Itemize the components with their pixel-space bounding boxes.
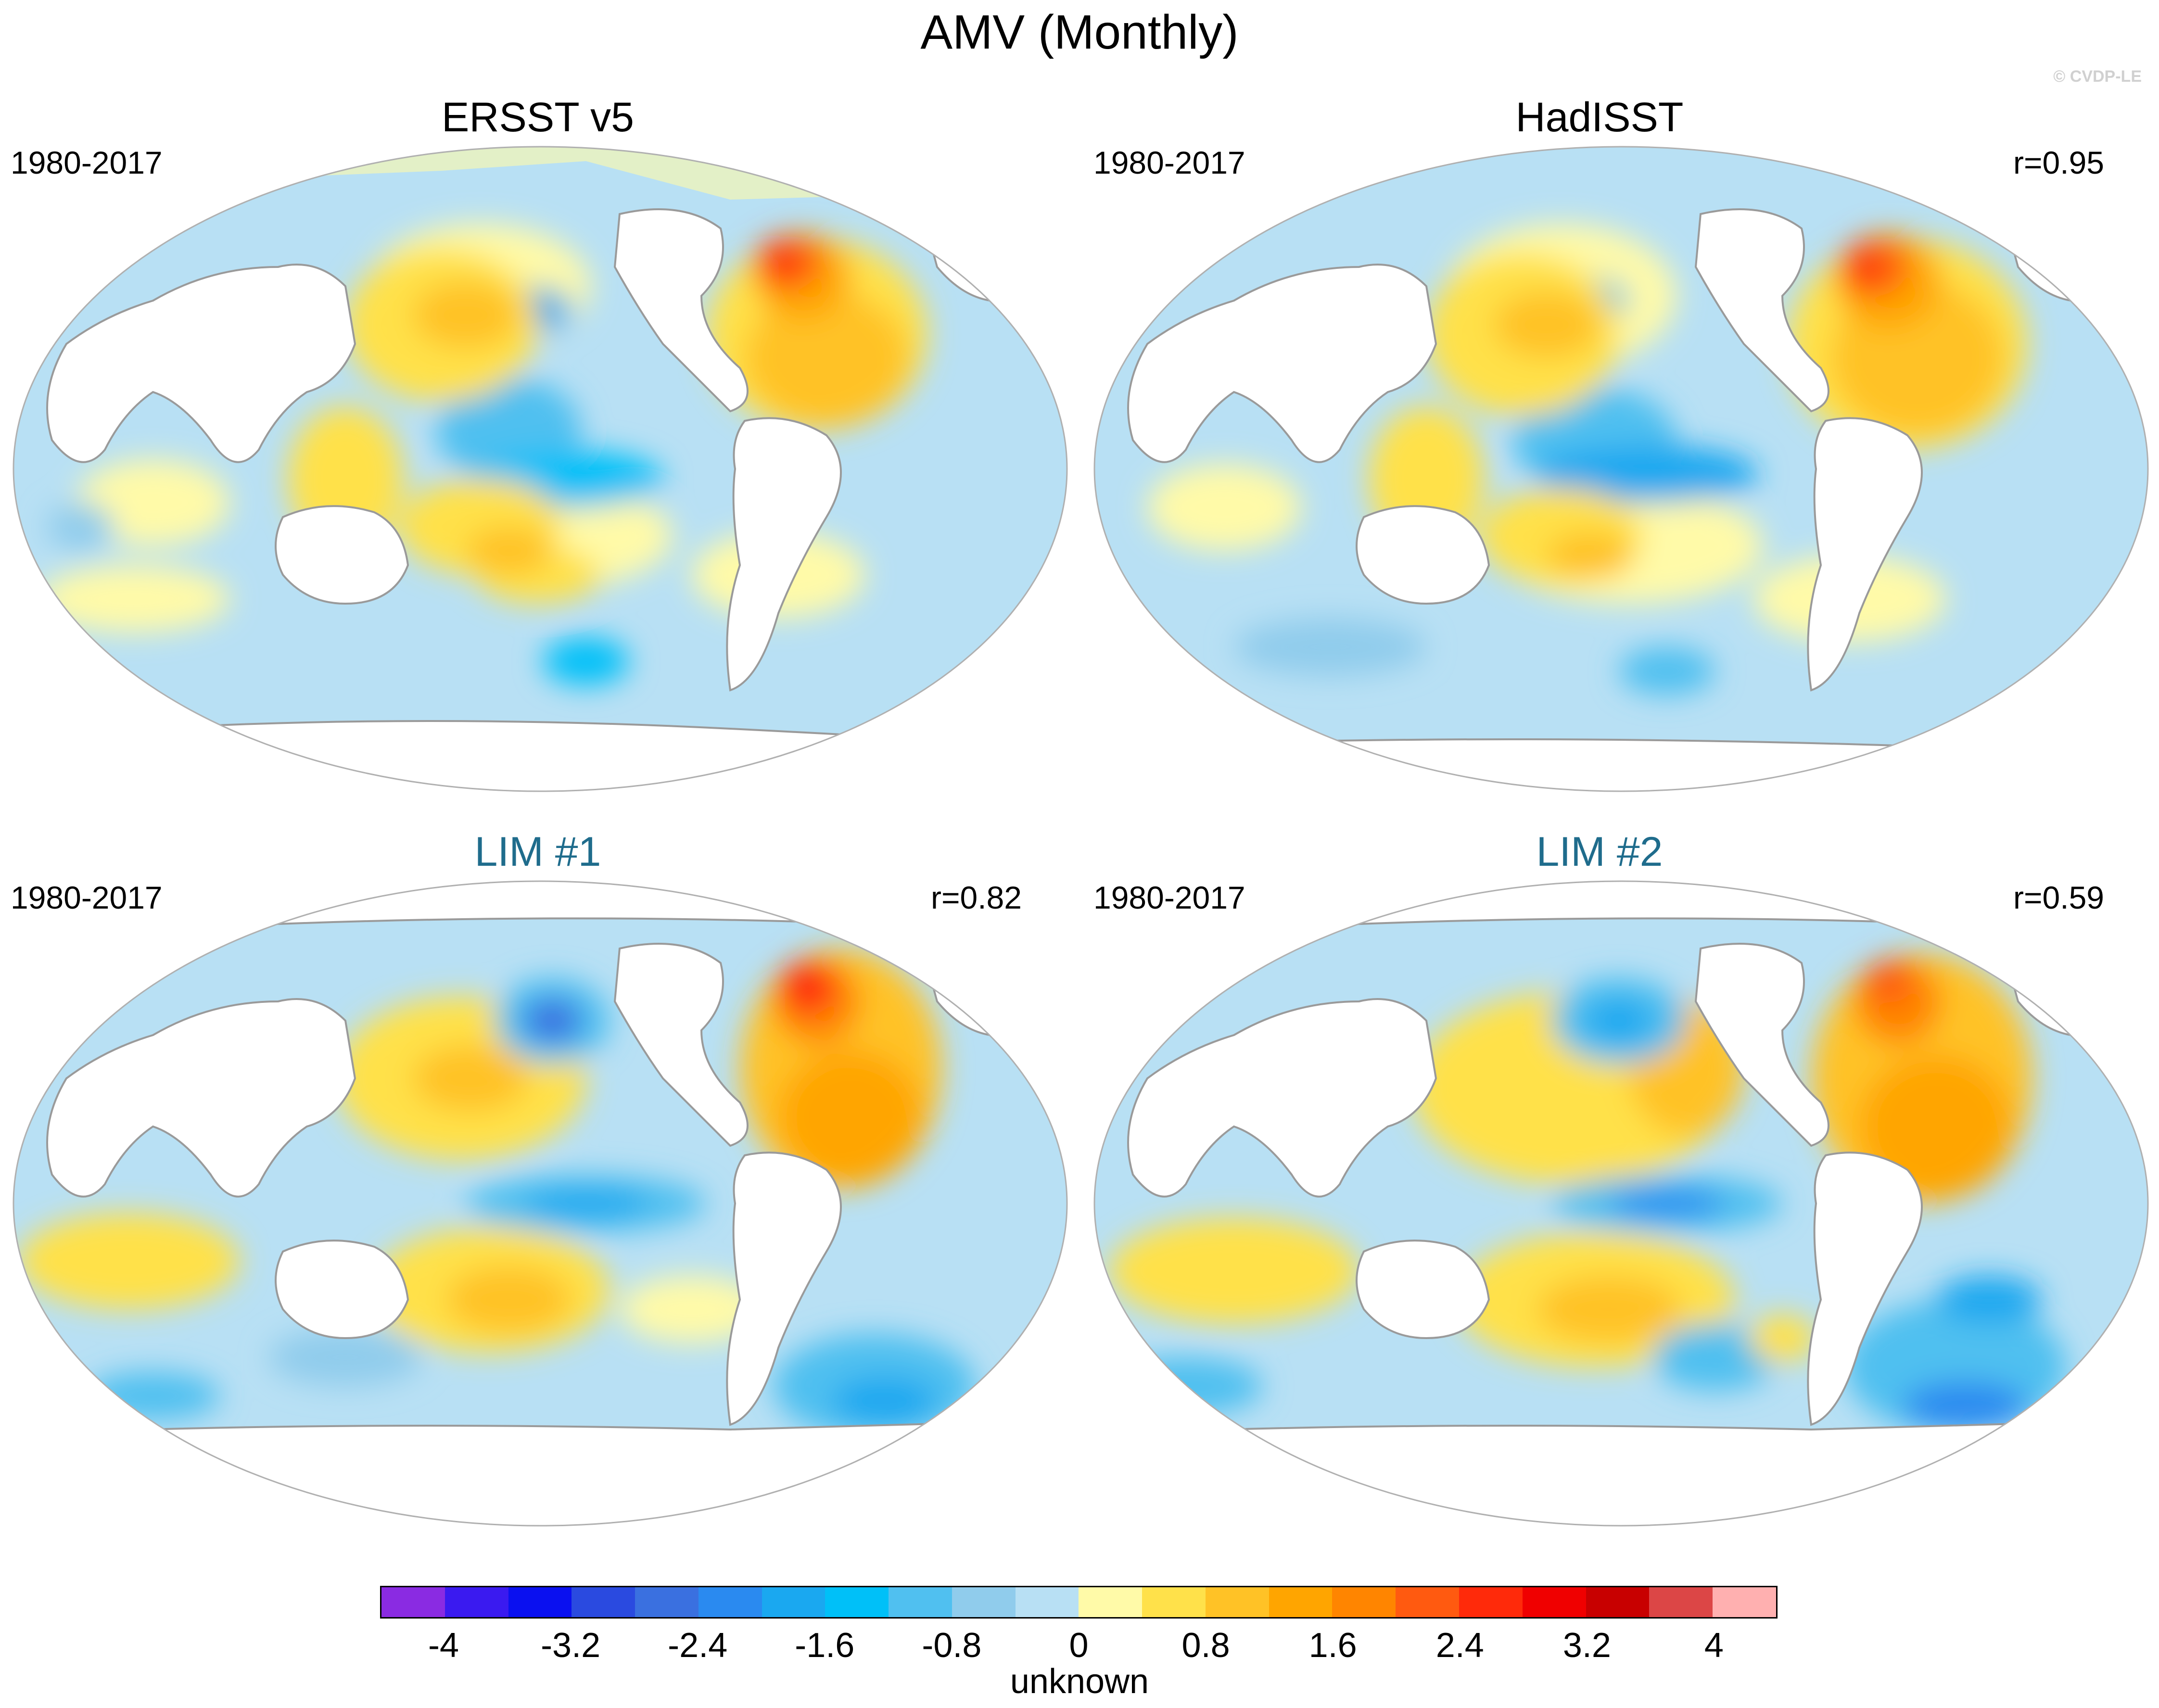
panel-period-1: 1980-2017 (11, 145, 163, 180)
panel-corr-3: r=0.82 (931, 880, 1022, 915)
colorbar-segment (825, 1587, 889, 1617)
colorbar-segment (381, 1587, 445, 1617)
panel-corr-2: r=0.95 (2013, 145, 2104, 180)
panel-title-4: LIM #2 (1536, 829, 1663, 875)
colorbar-segment (1205, 1587, 1269, 1617)
map-lim1 (13, 880, 1068, 1527)
colorbar-tick-label: 0 (1069, 1626, 1089, 1665)
colorbar-segment (952, 1587, 1016, 1617)
colorbar-segment (1396, 1587, 1460, 1617)
colorbar-tick-label: -1.6 (795, 1626, 855, 1665)
colorbar-segment (1015, 1587, 1079, 1617)
colorbar-segment (1142, 1587, 1206, 1617)
map-lim2 (1093, 880, 2149, 1527)
colorbar-segment (1332, 1587, 1396, 1617)
map-hadisst (1093, 146, 2149, 792)
map-ersst (13, 146, 1068, 792)
colorbar-segment (1586, 1587, 1650, 1617)
colorbar-tick-label: 2.4 (1435, 1626, 1484, 1665)
colorbar-segment (1522, 1587, 1586, 1617)
colorbar-tick-label: 4 (1704, 1626, 1724, 1665)
colorbar-segment (508, 1587, 572, 1617)
panel-period-3: 1980-2017 (11, 880, 163, 915)
colorbar-segment (762, 1587, 826, 1617)
panel-period-2: 1980-2017 (1093, 145, 1245, 180)
panel-corr-4: r=0.59 (2013, 880, 2104, 915)
watermark: © CVDP-LE (2053, 67, 2142, 86)
colorbar-units: unknown (1010, 1662, 1149, 1701)
colorbar-tick-label: -0.8 (922, 1626, 982, 1665)
colorbar (380, 1586, 1778, 1619)
colorbar-segment (698, 1587, 762, 1617)
figure-title: AMV (Monthly) (920, 5, 1239, 59)
colorbar-tick-label: -2.4 (668, 1626, 728, 1665)
panel-title-1: ERSST v5 (442, 94, 634, 140)
panel-title-3: LIM #1 (474, 829, 601, 875)
colorbar-tick-label: 3.2 (1562, 1626, 1611, 1665)
colorbar-segment (1713, 1587, 1776, 1617)
colorbar-segment (1079, 1587, 1143, 1617)
colorbar-tick-label: -3.2 (541, 1626, 601, 1665)
colorbar-segment (1459, 1587, 1523, 1617)
colorbar-segment (635, 1587, 698, 1617)
colorbar-segment (444, 1587, 508, 1617)
panel-title-2: HadISST (1515, 94, 1684, 140)
colorbar-segment (1269, 1587, 1333, 1617)
colorbar-tick-label: -4 (428, 1626, 459, 1665)
colorbar-segment (572, 1587, 635, 1617)
panel-period-4: 1980-2017 (1093, 880, 1245, 915)
colorbar-tick-label: 0.8 (1181, 1626, 1230, 1665)
colorbar-segment (1649, 1587, 1713, 1617)
colorbar-segment (889, 1587, 952, 1617)
colorbar-tick-label: 1.6 (1308, 1626, 1357, 1665)
